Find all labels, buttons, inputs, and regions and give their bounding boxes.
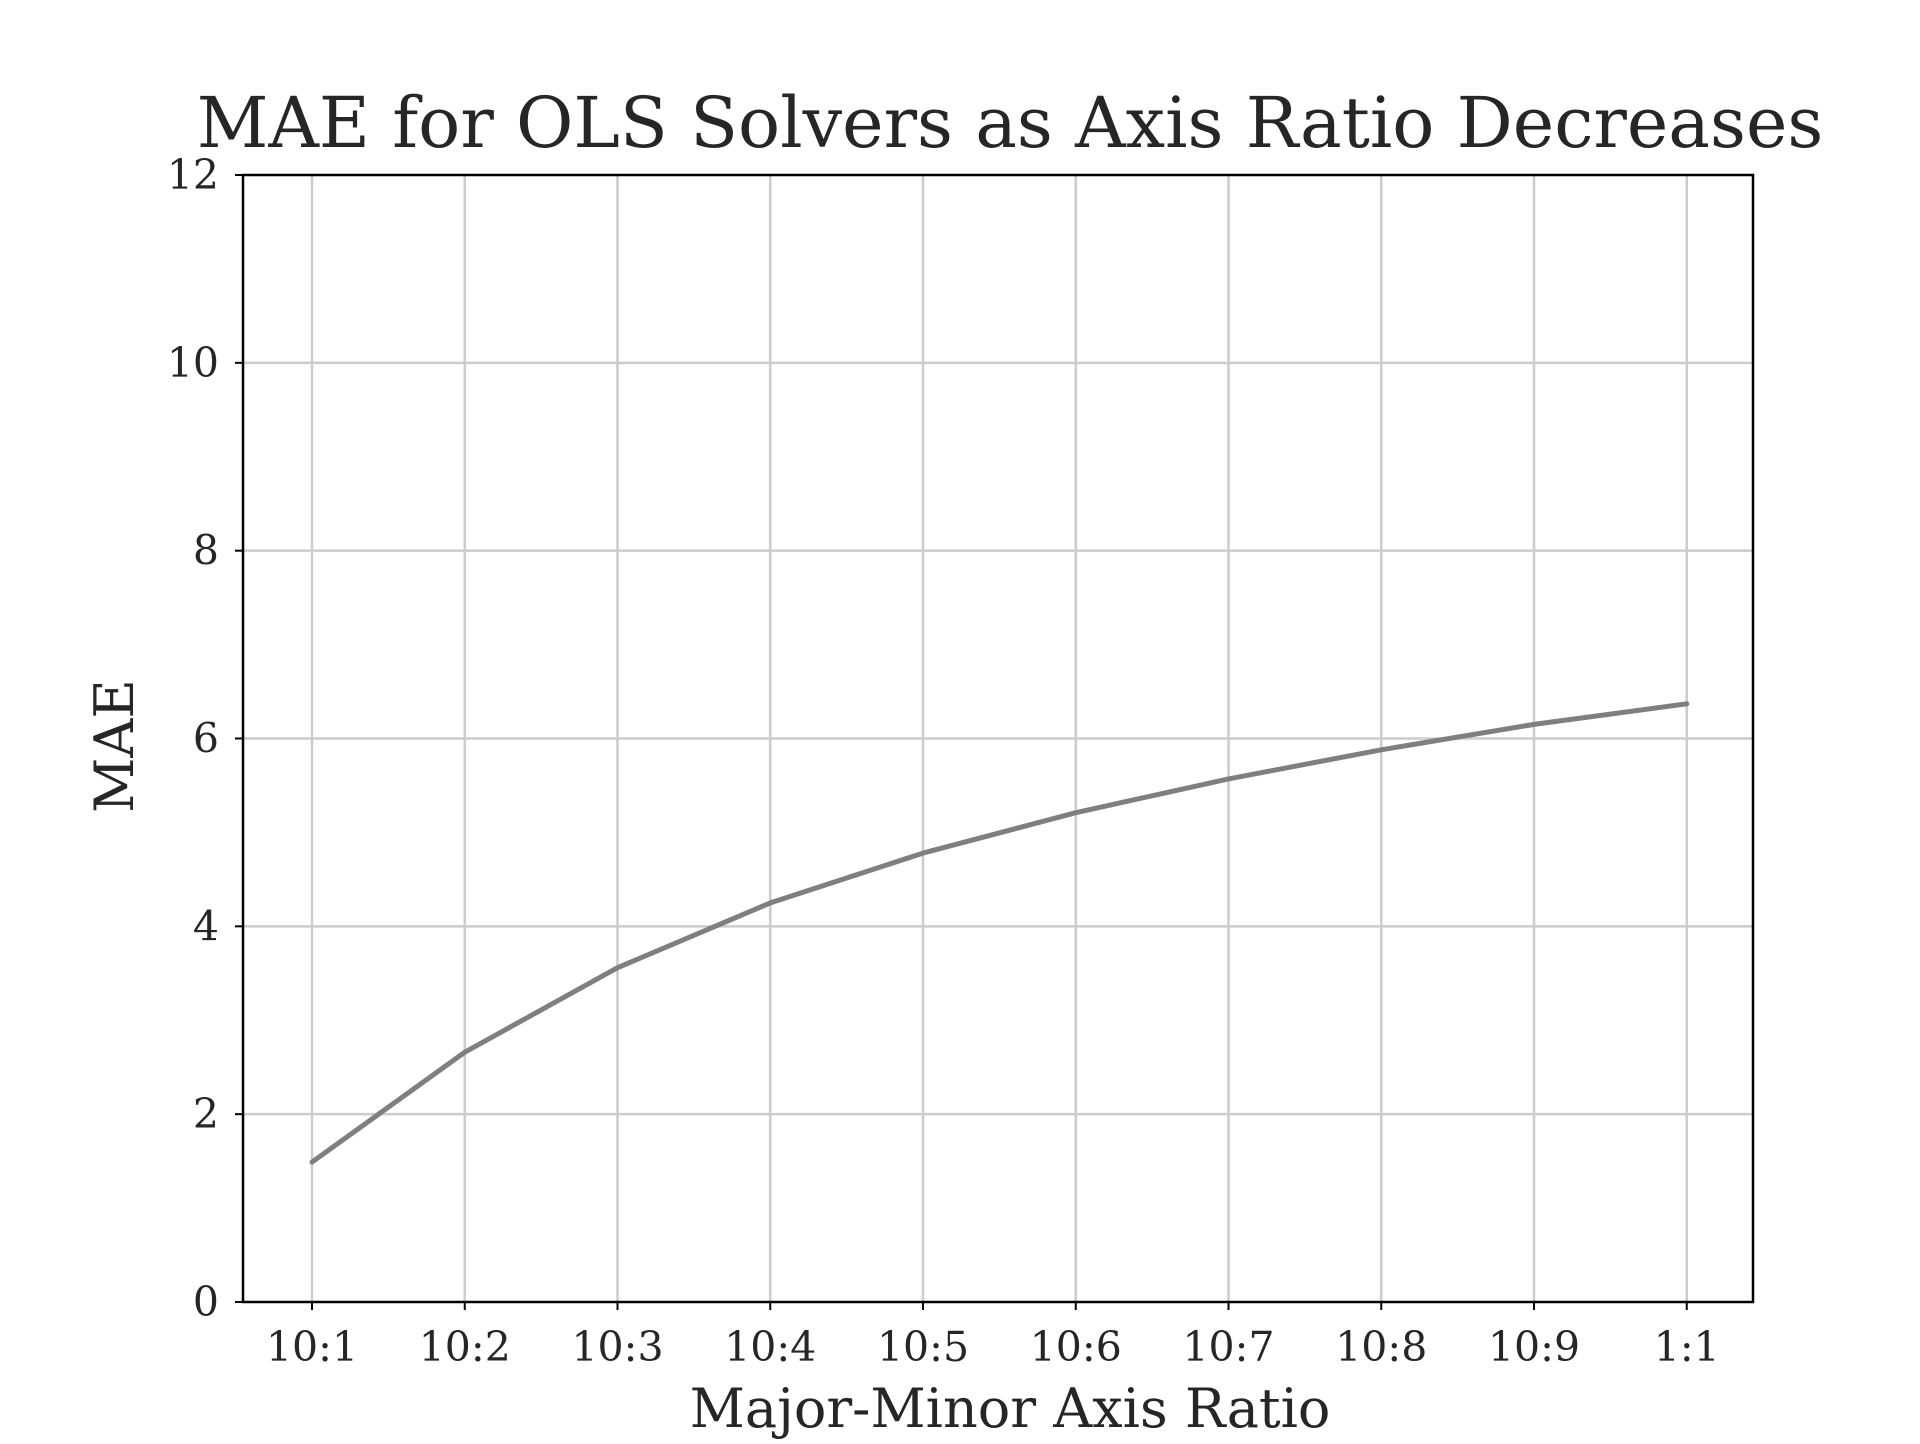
y-tick-label: 8 bbox=[193, 527, 219, 575]
x-tick-label: 10:2 bbox=[419, 1323, 511, 1371]
x-tick-label: 10:3 bbox=[571, 1323, 663, 1371]
y-axis-label: MAE bbox=[83, 679, 146, 813]
x-tick-labels: 10:1 10:2 10:3 10:4 10:5 10:6 10:7 10:8 10:9 1:1 bbox=[266, 1323, 1720, 1371]
x-tick-label: 10:4 bbox=[724, 1323, 816, 1371]
y-tick-label: 12 bbox=[167, 151, 219, 199]
y-tick-labels: 0 2 4 6 8 10 12 bbox=[167, 151, 219, 1326]
y-tick-label: 6 bbox=[193, 715, 219, 763]
series-line bbox=[309, 701, 1690, 1165]
x-tick-label: 10:5 bbox=[877, 1323, 969, 1371]
x-tick-label: 10:7 bbox=[1182, 1323, 1274, 1371]
y-tick-label: 2 bbox=[193, 1090, 219, 1138]
y-tick-label: 0 bbox=[193, 1278, 219, 1326]
x-tick-label: 10:6 bbox=[1030, 1323, 1122, 1371]
tick-marks bbox=[235, 174, 1688, 1310]
y-tick-label: 10 bbox=[167, 339, 219, 387]
x-tick-label: 10:1 bbox=[266, 1323, 358, 1371]
x-tick-label: 10:9 bbox=[1488, 1323, 1580, 1371]
y-tick-label: 4 bbox=[193, 902, 219, 950]
grid-lines bbox=[243, 175, 1753, 1302]
chart-title: MAE for OLS Solvers as Axis Ratio Decrea… bbox=[197, 82, 1824, 164]
series-layer bbox=[309, 701, 1690, 1165]
x-tick-label: 10:8 bbox=[1335, 1323, 1427, 1371]
x-axis-label: Major-Minor Axis Ratio bbox=[690, 1377, 1331, 1440]
x-tick-label: 1:1 bbox=[1654, 1323, 1720, 1371]
